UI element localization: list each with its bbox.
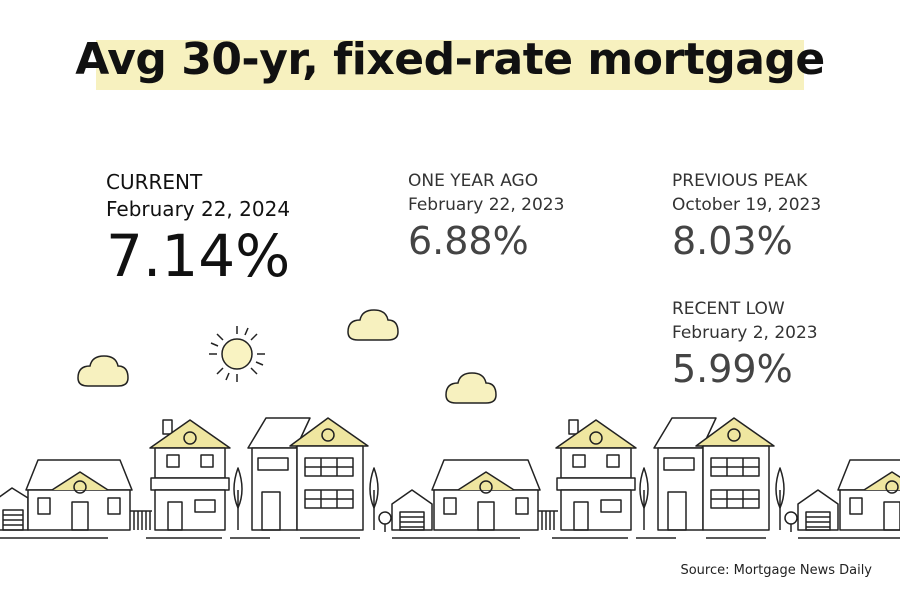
fence [130, 510, 152, 530]
stat-date: February 2, 2023 [672, 323, 818, 343]
title-highlight [96, 40, 804, 90]
cloud-icon [445, 372, 497, 404]
house-icon [247, 417, 369, 531]
tree-icon [639, 467, 649, 530]
stat-label: RECENT LOW [672, 299, 785, 319]
stat-value: 7.14% [106, 222, 291, 290]
stat-current: CURRENT February 22, 2024 7.14% [106, 170, 290, 289]
stat-value: 6.88% [408, 219, 529, 263]
cloud-icon [347, 309, 399, 341]
fence [538, 510, 558, 530]
house-icon [149, 419, 231, 531]
tree-icon [233, 467, 243, 530]
house-icon [25, 459, 133, 531]
stat-date: February 22, 2024 [106, 197, 291, 221]
stat-date: October 19, 2023 [672, 195, 822, 215]
house-icon [431, 459, 541, 531]
house-icon [555, 419, 637, 531]
tree-icon [369, 467, 392, 532]
house-icon [391, 489, 433, 531]
stat-one-year-ago: ONE YEAR AGO February 22, 2023 6.88% [408, 169, 564, 263]
house-icon [653, 417, 775, 531]
stat-recent-low: RECENT LOW February 2, 2023 5.99% [672, 297, 818, 391]
stat-value: 8.03% [672, 219, 793, 263]
stat-label: CURRENT [106, 170, 203, 194]
source-caption: Source: Mortgage News Daily [680, 563, 872, 578]
stat-label: ONE YEAR AGO [408, 171, 539, 191]
sun-icon [209, 326, 265, 382]
page-title: Avg 30-yr, fixed-rate mortgage [75, 34, 825, 85]
stat-date: February 22, 2023 [408, 195, 565, 215]
stat-label: PREVIOUS PEAK [672, 171, 808, 191]
stat-previous-peak: PREVIOUS PEAK October 19, 2023 8.03% [672, 169, 821, 263]
house-icon [0, 487, 29, 531]
house-icon [797, 489, 839, 531]
tree-icon [775, 467, 798, 532]
stat-value: 5.99% [672, 347, 793, 391]
cloud-icon [77, 355, 129, 387]
house-icon [837, 459, 900, 531]
